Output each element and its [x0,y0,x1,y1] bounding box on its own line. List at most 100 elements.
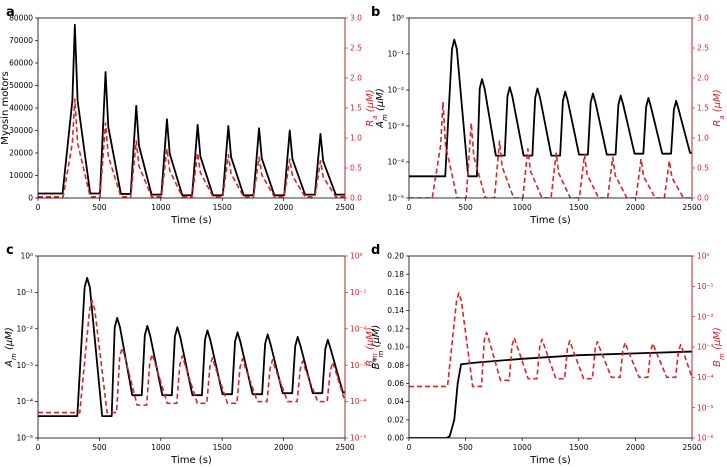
series-line-a-m [409,38,692,178]
y-tick-label: 10⁻³ [387,122,404,131]
y-axis-label: Myosin motors [0,71,11,144]
y-tick-label: 60000 [9,59,33,68]
x-tick-label: 0 [36,443,41,452]
y-right-tick-label: 2.0 [350,74,362,83]
y-tick-label: 0.14 [387,306,404,315]
y-tick-label: 10⁻⁵ [387,194,404,203]
x-tick-label: 2500 [682,203,701,212]
y-tick-label: 10⁰ [391,14,404,23]
x-tick-label: 1000 [151,443,170,452]
x-tick-label: 1000 [151,203,170,212]
panel-b: b 0 500 1000 1500 2000 2500 Time (s) 10⁻⁵ 10⁻⁴ 10⁻… [371,5,726,226]
x-axis-label: Time (s) [170,215,212,226]
y-tick-label: 80000 [9,14,33,23]
plot-frame [37,255,346,439]
y-right-tick-label: 2.5 [697,44,709,53]
y-right-tick-label: 2.0 [697,74,709,83]
y-tick-label: 10⁻³ [16,361,33,370]
y-tick-label: 10⁻⁴ [16,397,33,406]
y-right-tick-label: 3.0 [350,14,362,23]
y-tick-label: 10⁻⁴ [387,158,404,167]
y-right-tick-label: 10⁰ [697,252,710,261]
y-tick-label: 0.12 [387,324,404,333]
panel-d: d 0 500 1000 1500 2000 2500 Time (s) 0.00 0.02 0.0… [371,243,726,466]
y-tick-label: 10⁻² [16,324,33,333]
y-tick-label: 20000 [9,149,33,158]
x-tick-label: 500 [458,443,473,452]
y-right-tick-label: 10⁻⁵ [697,403,714,412]
y-right-tick-label: 10⁻² [350,324,367,333]
y-axis-label: Am (μM) [4,327,18,368]
x-tick-label: 500 [458,203,473,212]
panel-c: c 0 500 1000 1500 2000 2500 Time (s) 10⁻⁵ 10⁻⁴ 10⁻… [4,243,379,466]
y-axis-label: Am (μM) [375,88,389,129]
x-axis-label: Time (s) [170,455,212,466]
y-tick-label: 70000 [9,36,33,45]
panel-label: c [6,243,14,258]
plot-frame [408,255,693,439]
x-axis-label: Time (s) [529,215,571,226]
panel-a: a 0 500 1000 1500 2000 2500 Time (s) 0 10000 20000… [0,5,379,226]
x-tick-label: 1500 [569,443,588,452]
y-right-tick-label: 10⁻³ [697,343,714,352]
y-right-tick-label: 10⁻⁴ [697,373,714,382]
series-line-a-m [38,277,345,417]
x-axis-label: Time (s) [529,455,571,466]
x-tick-label: 2000 [626,443,645,452]
y-tick-label: 10000 [9,171,33,180]
y-tick-label: 10⁻² [387,86,404,95]
panel-label: d [371,243,380,258]
y-tick-label: 30000 [9,126,33,135]
y-right-tick-label: 10⁻⁶ [697,434,714,443]
y-tick-label: 0.10 [387,343,404,352]
y-tick-label: 0.04 [387,397,404,406]
x-tick-label: 1500 [213,203,232,212]
x-tick-label: 2000 [626,203,645,212]
y-right-tick-label: 1.0 [350,134,362,143]
x-tick-label: 1000 [513,443,532,452]
y-right-tick-label: 10⁻⁵ [350,434,367,443]
y-tick-label: 10⁻⁵ [16,434,33,443]
y-right-tick-label: 3.0 [697,14,709,23]
series-line-r-a [409,101,692,198]
y-right-tick-label: 10⁰ [350,252,363,261]
y-tick-label: 0.18 [387,270,404,279]
y-tick-label: 0.16 [387,288,404,297]
plot-frame [408,17,693,199]
y-right-tick-label: 10⁻¹ [350,288,367,297]
y-right-tick-label: 1.5 [697,104,709,113]
x-tick-label: 1500 [213,443,232,452]
y-right-tick-label: 10⁻² [697,312,714,321]
x-tick-label: 2500 [335,203,354,212]
y-tick-label: 0.08 [387,361,404,370]
y-right-tick-label: 2.5 [350,44,362,53]
series-line-myosin-motors [38,23,345,197]
y-right-axis-label: Bm (μM) [365,327,379,367]
y-tick-label: 40000 [9,104,33,113]
x-tick-label: 2000 [274,443,293,452]
x-tick-label: 500 [92,203,107,212]
y-tick-label: 10⁰ [20,252,33,261]
y-right-tick-label: 0.5 [350,164,362,173]
y-right-tick-label: 10⁻³ [350,361,367,370]
y-right-axis-label: Bm (μM) [712,327,726,367]
y-right-tick-label: 1.5 [350,104,362,113]
x-tick-label: 1000 [513,203,532,212]
y-tick-label: 0.00 [387,434,404,443]
panel-label: a [6,5,15,20]
x-tick-label: 500 [92,443,107,452]
x-tick-label: 2500 [682,443,701,452]
x-tick-label: 0 [36,203,41,212]
series-line-b-m [409,350,692,438]
x-tick-label: 0 [407,203,412,212]
y-right-tick-label: 1.0 [697,134,709,143]
y-tick-label: 10⁻¹ [387,50,404,59]
y-tick-label: 0.06 [387,379,404,388]
x-tick-label: 2000 [274,203,293,212]
y-right-tick-label: 10⁻⁴ [350,397,367,406]
y-tick-label: 10⁻¹ [16,288,33,297]
panel-label: b [371,5,380,20]
series-line-b-m [38,299,345,414]
y-right-tick-label: 10⁻¹ [697,282,714,291]
